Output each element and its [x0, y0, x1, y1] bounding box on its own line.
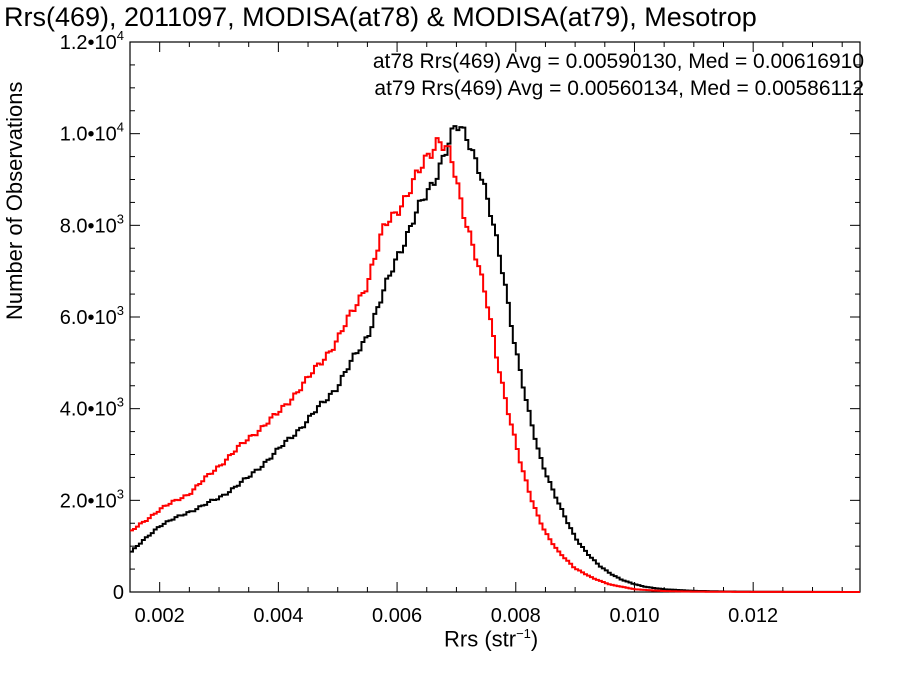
legend-entry-at78: at78 Rrs(469) Avg = 0.00590130, Med = 0.…	[372, 50, 864, 73]
x-axis-label-main: Rrs (str	[444, 626, 517, 652]
y-tick-label: 6.0•103	[60, 303, 124, 329]
y-tick-label: 4.0•103	[60, 395, 124, 421]
legend-entry-at79: at79 Rrs(469) Avg = 0.00560134, Med = 0.…	[374, 77, 864, 100]
x-axis-label-sup: −1	[516, 626, 531, 641]
y-tick-label: 8.0•103	[60, 211, 124, 237]
y-tick-label: 1.2•104	[60, 28, 124, 54]
series-line-at78	[130, 125, 860, 593]
plot-frame	[129, 41, 861, 593]
x-tick-label: 0.008	[491, 605, 541, 627]
chart-title: Rrs(469), 2011097, MODISA(at78) & MODISA…	[4, 2, 757, 32]
x-axis-label-tail: )	[530, 626, 539, 652]
x-tick-label: 0.004	[253, 605, 303, 627]
series-line-at79	[130, 137, 860, 593]
x-tick-label: 0.010	[609, 605, 659, 627]
y-axis-label: Number of Observations	[2, 81, 27, 320]
x-tick-label: 0.012	[728, 605, 778, 627]
x-axis-label: Rrs (str−1)	[444, 626, 538, 652]
y-tick-label: 2.0•103	[60, 486, 124, 512]
y-tick-label: 0	[113, 582, 124, 604]
x-tick-label: 0.002	[135, 605, 185, 627]
x-tick-label: 0.006	[372, 605, 422, 627]
y-tick-label: 1.0•104	[60, 120, 124, 146]
